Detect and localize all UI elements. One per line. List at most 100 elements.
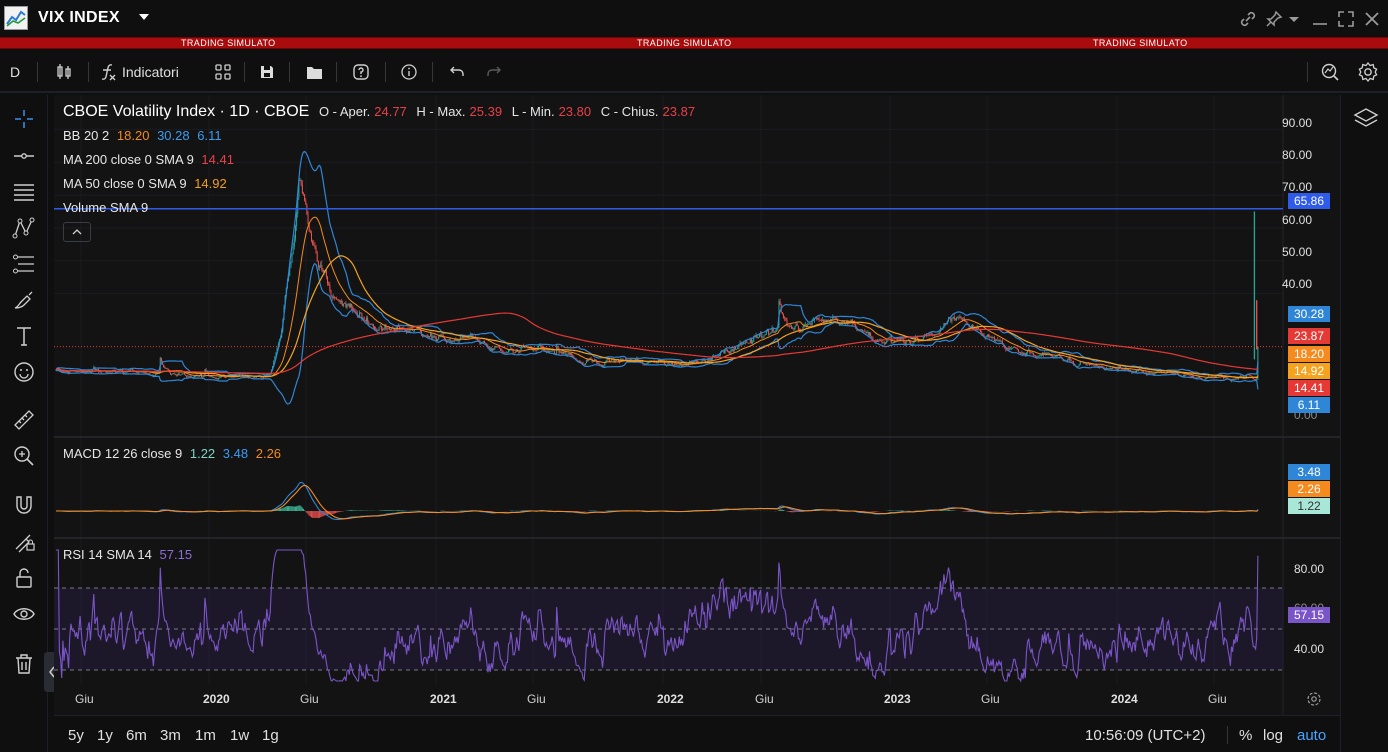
candle-body — [600, 364, 602, 366]
legend-collapse-button[interactable] — [63, 222, 91, 242]
lock-drawing-icon[interactable] — [12, 529, 36, 553]
candle-body — [458, 339, 460, 342]
bb-legend[interactable]: BB 20 2 18.20 30.28 6.11 — [63, 128, 226, 143]
chart-canvas[interactable] — [54, 95, 1340, 715]
crosshair-icon[interactable] — [12, 107, 36, 131]
percent-scale-button[interactable]: % — [1239, 727, 1253, 744]
candle-body — [1024, 353, 1026, 357]
macd-pane[interactable] — [55, 481, 1259, 520]
candle-body — [588, 358, 590, 361]
candle-body — [1200, 377, 1202, 379]
maximize-icon[interactable] — [1336, 9, 1356, 29]
ohlc-open-label: O - Aper. — [318, 104, 371, 119]
candle-body — [1210, 376, 1212, 377]
candle-body — [188, 376, 190, 378]
candle-body — [403, 329, 405, 331]
range-1g-button[interactable]: 1g — [262, 727, 279, 744]
clock-timezone[interactable]: 10:56:09 (UTC+2) — [1085, 727, 1206, 744]
info-button[interactable] — [398, 61, 420, 83]
price-axis-label: 80.00 — [1282, 148, 1313, 162]
chart-area[interactable]: CBOE Volatility Index · 1D · CBOE O - Ap… — [54, 95, 1340, 715]
quick-search-button[interactable] — [1319, 61, 1341, 83]
candle-body — [189, 376, 191, 378]
pin-menu-chevron-icon[interactable] — [1284, 9, 1304, 29]
eye-icon[interactable] — [12, 602, 36, 626]
help-button[interactable] — [350, 61, 372, 83]
emoji-tool-icon[interactable] — [12, 360, 36, 384]
main-legend[interactable]: CBOE Volatility Index · 1D · CBOE O - Ap… — [63, 103, 699, 121]
candle-body — [812, 320, 814, 322]
open-layout-button[interactable] — [303, 61, 325, 83]
range-1w-button[interactable]: 1w — [230, 727, 250, 744]
range-3m-button[interactable]: 3m — [160, 727, 181, 744]
candle-body — [731, 349, 733, 351]
rsi-legend[interactable]: RSI 14 SMA 14 57.15 — [63, 547, 196, 562]
range-5y-button[interactable]: 5y — [68, 727, 84, 744]
undo-button[interactable] — [446, 61, 468, 83]
price-pane[interactable] — [54, 150, 1283, 405]
brush-tool-icon[interactable] — [12, 288, 36, 312]
candle-body — [1249, 374, 1251, 376]
candle-body — [1220, 373, 1222, 376]
price-axis-label: 50.00 — [1282, 245, 1313, 259]
pattern-tool-icon[interactable] — [12, 216, 36, 240]
candle-body — [306, 204, 308, 215]
candle-body — [768, 329, 770, 335]
trash-icon[interactable] — [12, 652, 36, 676]
candle-body — [181, 373, 183, 375]
pin-icon[interactable] — [1264, 9, 1284, 29]
lines-tool-icon[interactable] — [12, 180, 36, 204]
save-button[interactable] — [256, 61, 278, 83]
candle-body — [962, 319, 964, 321]
volume-legend[interactable]: Volume SMA 9 — [63, 200, 152, 215]
ma200-legend[interactable]: MA 200 close 0 SMA 9 14.41 — [63, 152, 238, 167]
candle-body — [362, 317, 364, 319]
log-scale-button[interactable]: log — [1263, 727, 1284, 744]
candle-body — [109, 371, 111, 373]
symbol-title[interactable]: VIX INDEX — [38, 9, 120, 26]
bb-label: BB 20 2 — [63, 128, 110, 143]
auto-scale-button[interactable]: auto — [1297, 727, 1327, 744]
candle-body — [485, 342, 487, 344]
link-icon[interactable] — [1238, 9, 1258, 29]
candle-body — [889, 336, 891, 338]
horizontal-line-tool-icon[interactable] — [12, 144, 36, 168]
candle-body — [344, 303, 346, 305]
range-6m-button[interactable]: 6m — [126, 727, 147, 744]
axis-settings-icon[interactable] — [1306, 691, 1322, 707]
fib-tool-icon[interactable] — [12, 252, 36, 276]
candle-body — [888, 337, 890, 340]
templates-button[interactable] — [212, 61, 234, 83]
candle-body — [859, 329, 861, 331]
range-1m-button[interactable]: 1m — [195, 727, 216, 744]
hline-price-tag[interactable]: 65.86 — [1288, 193, 1330, 209]
candle-body — [561, 352, 563, 353]
indicators-button[interactable]: Indicatori — [100, 61, 225, 83]
candle-body — [961, 317, 963, 321]
unlock-icon[interactable] — [12, 566, 36, 590]
close-icon[interactable] — [1362, 9, 1382, 29]
candle-body — [470, 334, 472, 337]
chevron-down-icon[interactable] — [138, 13, 150, 21]
candle-body — [1115, 367, 1117, 369]
redo-button[interactable] — [483, 61, 505, 83]
chart-type-button[interactable] — [52, 61, 76, 83]
zoom-in-icon[interactable] — [12, 444, 36, 468]
range-1y-button[interactable]: 1y — [97, 727, 113, 744]
candle-body — [1088, 363, 1090, 365]
macd-legend[interactable]: MACD 12 26 close 9 1.22 3.48 2.26 — [63, 446, 285, 461]
minimize-icon[interactable] — [1310, 9, 1330, 29]
text-tool-icon[interactable] — [12, 324, 36, 348]
candle-body — [1147, 372, 1149, 375]
magnet-icon[interactable] — [12, 493, 36, 517]
layers-icon[interactable] — [1353, 107, 1379, 131]
settings-button[interactable] — [1357, 61, 1379, 83]
indicators-label: Indicatori — [122, 64, 179, 80]
rsi-pane[interactable] — [54, 549, 1283, 683]
interval-button[interactable]: D — [10, 64, 21, 80]
candle-body — [788, 325, 790, 327]
ruler-icon[interactable] — [12, 408, 36, 432]
info-icon — [401, 64, 417, 80]
time-axis-label: Giu — [300, 692, 319, 706]
ma50-legend[interactable]: MA 50 close 0 SMA 9 14.92 — [63, 176, 231, 191]
